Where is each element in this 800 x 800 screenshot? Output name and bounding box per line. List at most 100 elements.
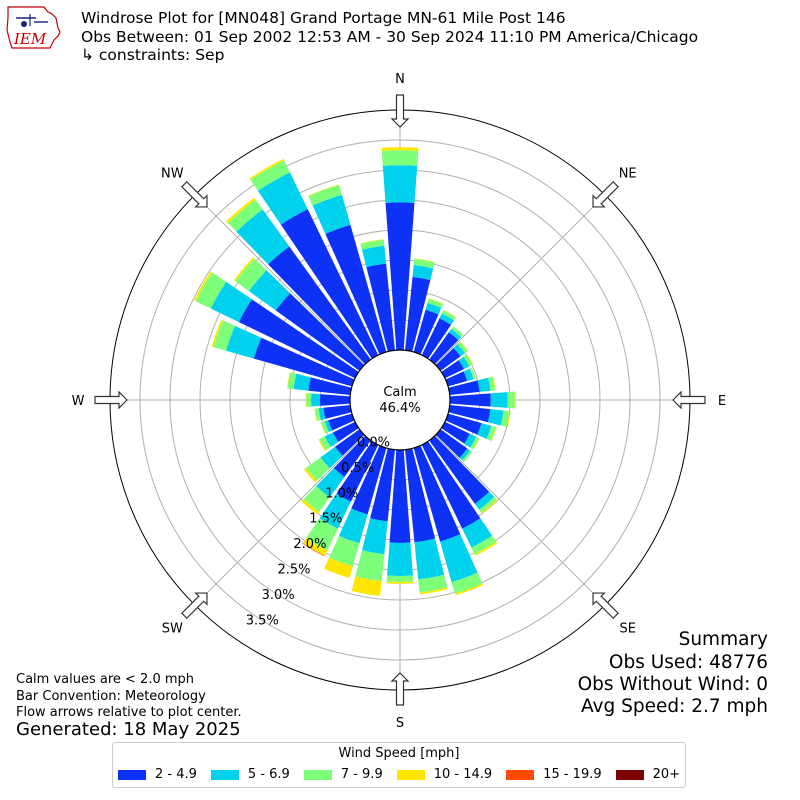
calm-note: Calm values are < 2.0 mph <box>16 672 195 687</box>
grid-spoke <box>194 435 365 606</box>
legend-swatch <box>118 769 146 780</box>
radial-tick-label: 0.5% <box>341 461 374 476</box>
wind-bar-segment-160-3 <box>454 583 484 596</box>
wind-bar-segment-250-1 <box>324 420 332 433</box>
wind-bar-segment-280-3 <box>286 372 291 389</box>
wind-bar-segment-170-1 <box>414 538 445 580</box>
wind-bar-segment-230-2 <box>305 457 330 481</box>
legend-item-2: 7 - 9.9 <box>303 767 383 782</box>
wind-bar-segment-60-3 <box>466 354 474 365</box>
wind-bar-segment-40-2 <box>451 326 464 338</box>
chart-subtitle: Obs Between: 01 Sep 2002 12:53 AM - 30 S… <box>81 28 699 46</box>
wind-bar-segment-140-0 <box>429 435 490 504</box>
wind-bar-segment-80-3 <box>492 376 496 391</box>
wind-bar-segment-0-2 <box>381 150 419 166</box>
legend-swatch <box>615 769 644 780</box>
wind-bar-segment-180-2 <box>386 575 414 582</box>
wind-bar-segment-140-2 <box>479 496 497 513</box>
wind-bar-segment-320-1 <box>236 209 290 265</box>
grid-spoke <box>435 194 606 365</box>
chart-constraints: ↳ constraints: Sep <box>81 46 225 64</box>
wind-bar-segment-340-3 <box>308 184 340 197</box>
wind-bar-segment-220-0 <box>333 435 371 478</box>
wind-bar-segment-50-0 <box>435 347 461 371</box>
direction-arrow-w <box>94 390 128 410</box>
direction-label-s: S <box>396 716 404 731</box>
direction-arrow-s <box>390 672 410 706</box>
wind-bar-segment-100-3 <box>506 411 511 428</box>
wind-bar-segment-150-3 <box>474 541 498 556</box>
wind-bar-segment-330-3 <box>249 158 285 180</box>
wind-bar-segment-220-2 <box>303 486 330 513</box>
wind-bar-segment-60-1 <box>458 356 470 370</box>
wind-bar-segment-310-3 <box>233 257 255 282</box>
wind-bar-segment-80-0 <box>448 380 480 395</box>
flow-arrows-note: Flow arrows relative to plot center. <box>16 705 242 720</box>
wind-bar-segment-310-0 <box>275 293 365 371</box>
wind-bar-segment-290-1 <box>226 325 262 359</box>
legend-item-0: 2 - 4.9 <box>118 767 197 782</box>
radial-tick-label: 1.5% <box>309 512 342 527</box>
wind-bar-segment-30-3 <box>443 309 457 318</box>
wind-bar-segment-230-1 <box>320 446 343 469</box>
wind-bar-segment-190-0 <box>370 448 395 522</box>
wind-bar-segment-300-2 <box>195 272 227 309</box>
radial-tick-labels: 0.0% 0.5% 1.0% 1.5% 2.0% 2.5% 3.0% 3.5% <box>246 435 390 628</box>
wind-bar-segment-260-3 <box>314 408 318 422</box>
legend-item-5: 20+ <box>615 767 680 782</box>
wind-bar-segment-150-0 <box>421 441 481 529</box>
wind-bar-segment-200-1 <box>338 508 368 544</box>
direction-arrow-se <box>592 592 619 619</box>
direction-label-e: E <box>718 394 726 409</box>
wind-bar-segment-90-0 <box>449 393 491 407</box>
wind-bar-segment-330-0 <box>280 209 379 359</box>
legend-item-1: 5 - 6.9 <box>210 767 290 782</box>
wind-bar-segment-200-0 <box>351 445 387 515</box>
wind-bar-segment-110-1 <box>477 423 492 439</box>
wind-bar-segment-30-1 <box>439 313 455 325</box>
summary-obs-without-wind: Obs Without Wind: 0 <box>577 674 768 695</box>
wind-bar-segment-30-2 <box>441 310 457 321</box>
direction-label-w: W <box>72 394 85 409</box>
wind-bar-segment-230-0 <box>335 429 365 456</box>
wind-bar-segment-350-1 <box>361 245 387 268</box>
wind-bar-segment-130-2 <box>462 450 473 463</box>
wind-bar-segment-220-3 <box>301 499 320 515</box>
wind-bar-segment-70-1 <box>463 368 474 381</box>
wind-bar-segment-20-0 <box>413 309 439 355</box>
legend-title: Wind Speed [mph] <box>338 746 460 761</box>
wind-bar-segment-210-0 <box>336 441 379 502</box>
wind-bar-segment-190-1 <box>361 518 388 555</box>
wind-bar-segment-0-3 <box>381 147 419 151</box>
grid-spoke <box>194 194 365 365</box>
logo-text: IEM <box>13 30 47 48</box>
wind-bar-segment-40-1 <box>448 328 462 341</box>
wind-bar-segment-20-2 <box>427 298 444 308</box>
wind-bar-segment-180-1 <box>387 542 413 576</box>
wind-bar-segment-100-2 <box>500 410 510 427</box>
wind-bar-segment-300-3 <box>194 271 213 302</box>
wind-bar-segment-350-3 <box>360 239 384 244</box>
legend-swatch <box>506 769 535 780</box>
calm-value: 46.4% <box>379 401 420 416</box>
wind-bar-segment-210-1 <box>319 493 351 529</box>
direction-arrow-nw <box>181 181 208 208</box>
legend-swatch <box>396 769 425 780</box>
wind-bar-segment-10-0 <box>405 276 431 352</box>
wind-bar-segment-300-1 <box>210 281 252 323</box>
wind-bar-segment-350-2 <box>360 239 385 250</box>
wind-bar-segment-40-0 <box>429 332 459 365</box>
wind-bar-segment-150-1 <box>462 518 493 548</box>
wind-bar-segment-210-4 <box>302 543 325 557</box>
wind-bar-segment-340-1 <box>312 194 351 234</box>
legend-items: 2 - 4.9 5 - 6.9 7 - 9.9 10 - 14.9 15 - 19.9 2… <box>118 767 680 782</box>
wind-bar-segment-70-0 <box>445 371 468 387</box>
wind-bar-segment-120-1 <box>464 433 477 448</box>
wind-bar-segment-170-2 <box>418 574 448 593</box>
wind-bar-segment-270-2 <box>306 393 312 407</box>
wind-bar-segment-240-0 <box>332 421 359 442</box>
wind-bar-segment-60-2 <box>463 354 473 367</box>
wind-bar-segment-170-0 <box>405 448 436 543</box>
wind-bar-segment-80-1 <box>477 377 491 392</box>
